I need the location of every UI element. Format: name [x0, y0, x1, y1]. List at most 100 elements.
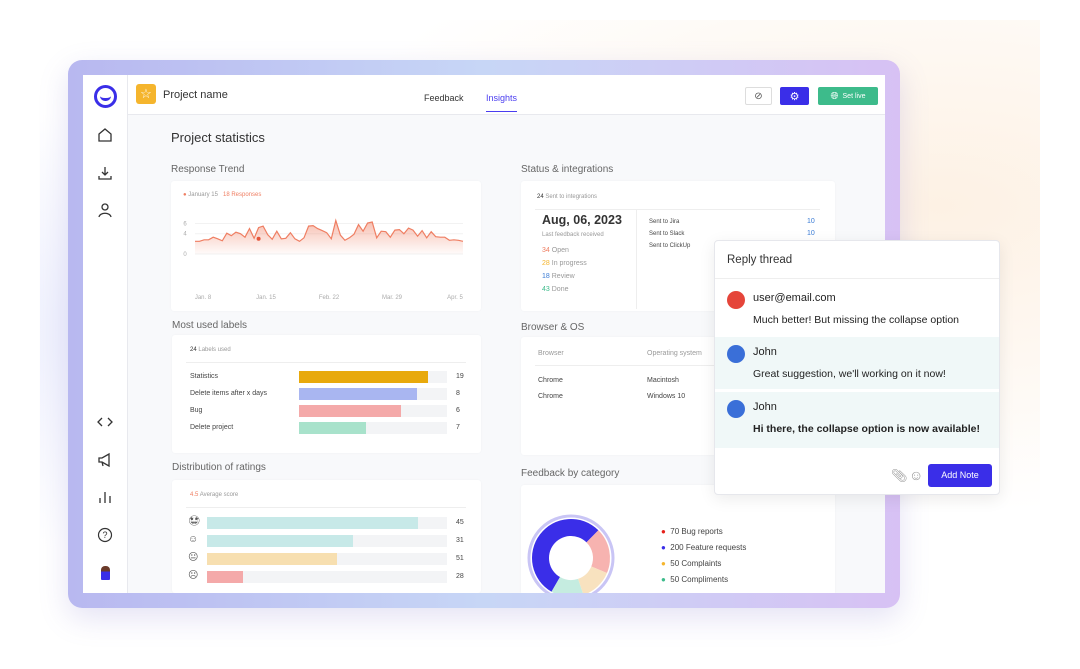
rating-value: 31 [456, 537, 464, 544]
y-tick-label: 0 [183, 252, 187, 258]
status-done: 43 Done [542, 286, 568, 293]
status-label: Review [551, 273, 575, 280]
message: John Hi there, the collapse option is no… [715, 392, 999, 448]
legend-dot: ● [661, 527, 671, 536]
integration-label: Sent to Slack [649, 231, 685, 237]
labels-title: Most used labels [172, 320, 248, 331]
labels-count: 24 [190, 347, 197, 353]
megaphone-icon[interactable] [95, 450, 115, 470]
label-bar-fill [299, 371, 428, 383]
average-score-label: Average score [199, 492, 239, 498]
label-bar-fill [299, 422, 366, 434]
rating-value: 45 [456, 519, 464, 526]
highlight-point [256, 236, 261, 241]
label-value: 6 [456, 407, 460, 414]
sad-face-icon: ☹︎ [188, 570, 199, 581]
bell-off-icon: ⊘ [754, 90, 763, 102]
tab-insights[interactable]: Insights [486, 93, 518, 112]
download-icon[interactable] [95, 163, 115, 183]
message-text: Hi there, the collapse option is now ava… [753, 423, 980, 435]
svg-text:?: ? [102, 530, 107, 540]
trend-area [195, 220, 463, 254]
labels-count-label: Labels used [198, 347, 231, 353]
status-review: 18 Review [542, 273, 575, 280]
category-legend-item: ● 50 Complaints [661, 559, 721, 568]
message-author: user@email.com [753, 292, 836, 304]
response-trend-chart: 6 4 0 Jan. 8 Jan. 15 Feb. 22 Mar. 29 Apr. 5 [183, 218, 464, 301]
average-score: 4.5 [190, 492, 199, 498]
last-feedback-date: Aug, 06, 2023 [542, 213, 622, 227]
category-legend-item: ● 70 Bug reports [661, 527, 723, 536]
response-trend-title: Response Trend [171, 164, 245, 175]
rating-bar [207, 553, 447, 565]
legend-label: 70 Bug reports [670, 527, 723, 536]
legend-label: 200 Feature requests [670, 543, 747, 552]
sidebar: ? [83, 75, 128, 593]
status-count: 43 [542, 286, 550, 293]
rating-bar-fill [207, 517, 419, 529]
labels-card: 24 Labels used Statistics 19 Delete items … [172, 335, 481, 453]
label-bar [299, 405, 447, 417]
legend-count: 18 Responses [223, 192, 262, 198]
legend-dot: ● [183, 192, 189, 198]
label-name: Statistics [190, 373, 219, 380]
status-count: 28 [542, 260, 550, 267]
help-icon[interactable]: ? [95, 525, 115, 545]
trend-line [195, 218, 464, 243]
mute-notifications-button[interactable]: ⊘ [745, 87, 772, 105]
avatar [727, 400, 745, 418]
legend-date: January 15 [188, 192, 218, 198]
avatar[interactable] [95, 563, 115, 583]
response-trend-card: ● January 15 18 Responses 6 4 0 Jan. 8 Jan. … [171, 181, 481, 311]
top-header: ☆ Project name Feedback Insights ⊘ ⚙ 🌐︎ S… [128, 75, 885, 115]
attachment-icon[interactable]: 📎︎ [891, 468, 908, 483]
legend-label: 50 Complaints [670, 559, 722, 568]
settings-button[interactable]: ⚙ [780, 87, 809, 105]
label-bar [299, 388, 447, 400]
rating-bar [207, 517, 447, 529]
add-note-button[interactable]: Add Note [928, 464, 992, 487]
rating-bar-fill [207, 535, 354, 547]
bar-chart-icon[interactable] [95, 487, 115, 507]
message: user@email.com Much better! But missing … [715, 283, 999, 337]
user-icon[interactable] [95, 200, 115, 220]
logo-icon[interactable] [94, 85, 117, 108]
browser-title: Browser & OS [521, 322, 585, 333]
rating-bar-fill [207, 553, 337, 565]
status-open: 34 Open [542, 247, 569, 254]
gear-icon: ⚙ [789, 90, 800, 103]
col-os: Operating system [647, 350, 702, 357]
emoji-icon[interactable]: ☺ [909, 467, 924, 483]
reply-thread-title: Reply thread [727, 254, 793, 266]
message-author: John [753, 401, 777, 413]
star-struck-face-icon: 🤩︎ [188, 516, 201, 527]
rating-value: 51 [456, 555, 464, 562]
set-live-button[interactable]: 🌐︎ Set live [818, 87, 878, 105]
integration-value: 10 [807, 230, 815, 237]
rating-bar [207, 535, 447, 547]
legend-dot: ● [661, 575, 671, 584]
rating-bar-fill [207, 571, 243, 583]
label-bar-fill [299, 388, 418, 400]
project-name[interactable]: Project name [163, 89, 228, 101]
message-author: John [753, 346, 777, 358]
message: John Great suggestion, we'll working on … [715, 337, 999, 389]
legend-dot: ● [661, 543, 671, 552]
y-tick-label: 4 [183, 232, 187, 238]
status-label: Open [551, 247, 569, 254]
legend-label: 50 Compliments [670, 575, 729, 584]
status-label: In progress [551, 260, 587, 267]
integration-label: Sent to Jira [649, 219, 680, 225]
y-tick-label: 6 [183, 222, 187, 228]
rating-bar [207, 571, 447, 583]
label-value: 19 [456, 373, 464, 380]
code-icon[interactable] [95, 412, 115, 432]
integration-value: 10 [807, 218, 815, 225]
home-icon[interactable] [95, 125, 115, 145]
category-legend-item: ● 50 Compliments [661, 575, 728, 584]
tab-feedback[interactable]: Feedback [424, 93, 464, 103]
x-tick-label: Jan. 15 [256, 295, 276, 301]
set-live-label: Set live [842, 92, 866, 100]
integration-label: Sent to ClickUp [649, 243, 691, 249]
status-label: Done [551, 286, 569, 293]
